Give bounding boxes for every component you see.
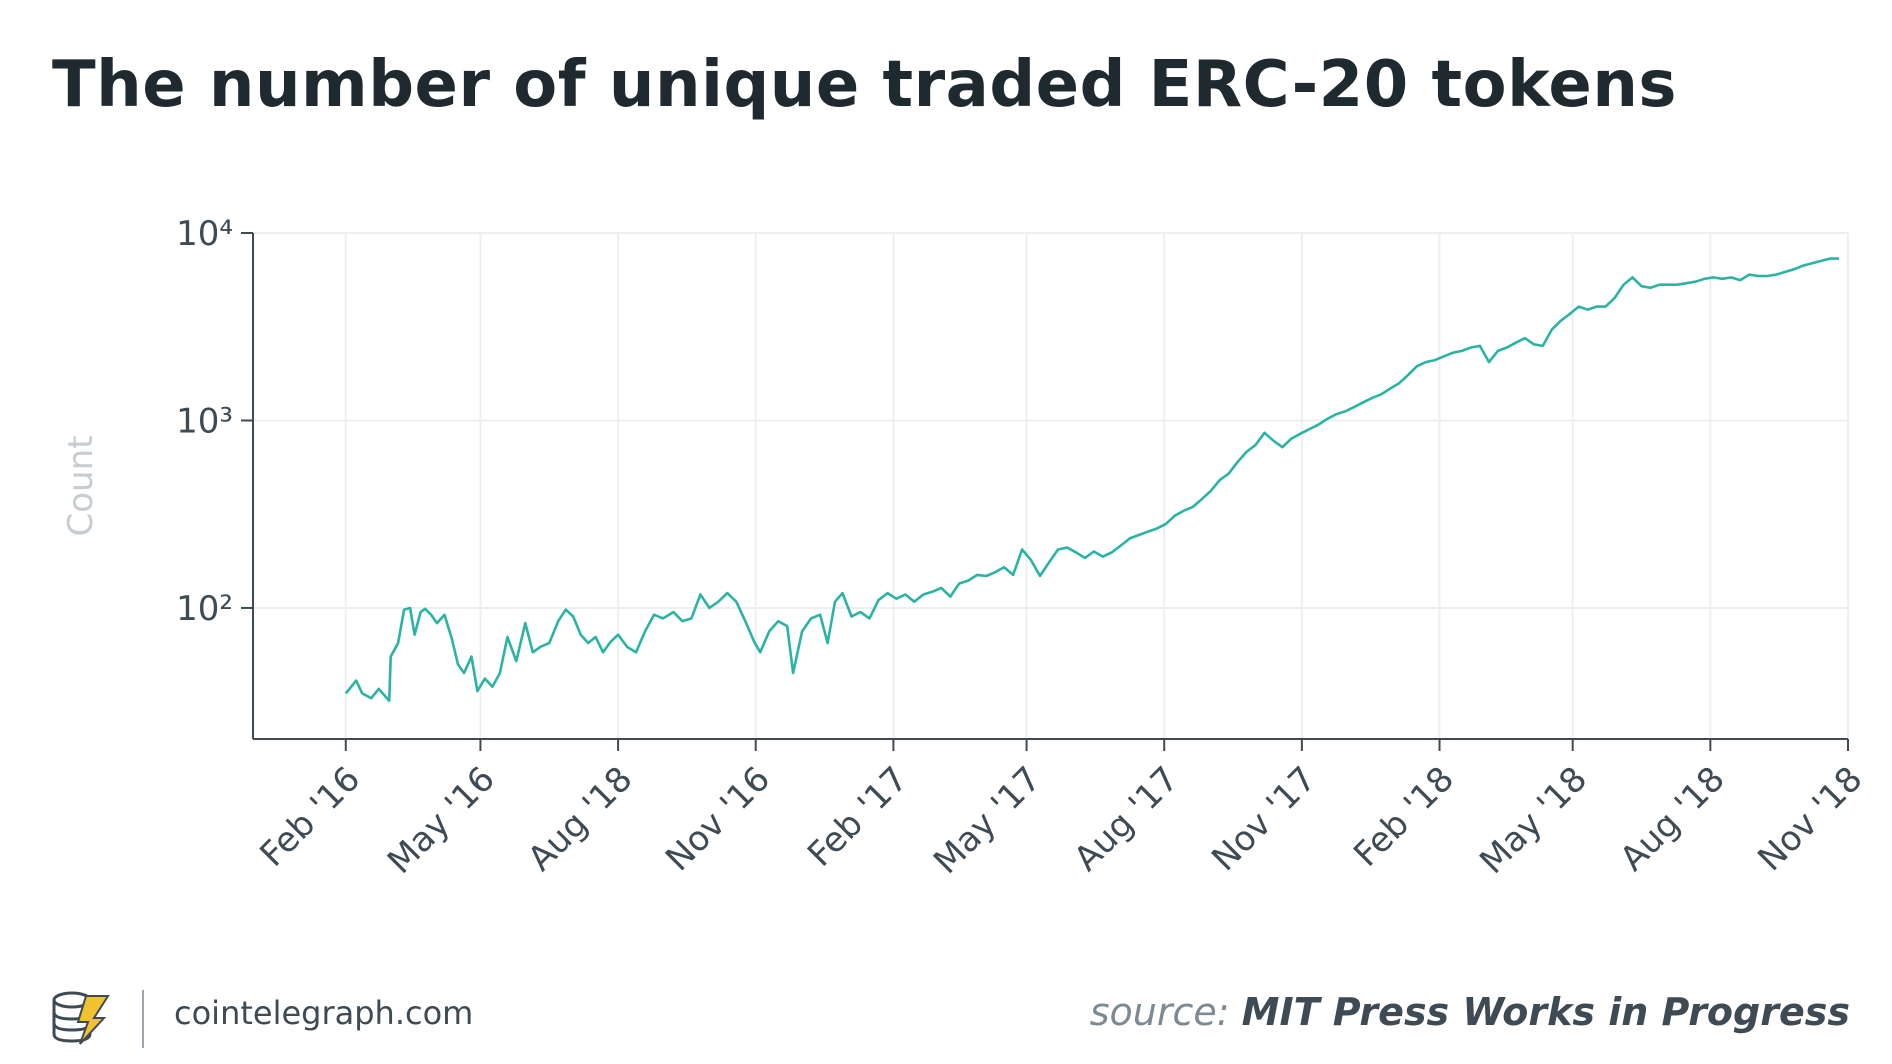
- y-tick-label: 10⁴: [176, 214, 233, 254]
- x-tick-label: Feb '18: [1346, 759, 1462, 875]
- x-tick-label: May '18: [1472, 759, 1595, 882]
- chart-title: The number of unique traded ERC-20 token…: [52, 48, 1677, 122]
- y-ticks: 10² 10³ 10⁴: [176, 214, 253, 629]
- x-tick-label: Aug '18: [1613, 759, 1733, 879]
- x-tick-label: Nov '16: [658, 759, 778, 879]
- cointelegraph-logo-icon: [50, 990, 112, 1046]
- x-tick-label: May '17: [926, 759, 1049, 882]
- grid: [253, 232, 1849, 739]
- footer-source: source: MIT Press Works in Progress: [1090, 990, 1850, 1034]
- source-name: MIT Press Works in Progress: [1241, 990, 1850, 1034]
- x-tick-label: Nov '17: [1204, 759, 1324, 879]
- x-tick-label: Nov '18: [1750, 759, 1870, 879]
- x-tick-label: Aug '17: [1067, 759, 1187, 879]
- axes: [252, 233, 1848, 740]
- x-tick-label: May '16: [380, 759, 503, 882]
- y-tick-label: 10³: [176, 401, 233, 441]
- series-line: [344, 257, 1839, 702]
- source-prefix: source:: [1089, 990, 1230, 1034]
- x-tick-label: Feb '16: [252, 759, 368, 875]
- footer-divider: [142, 990, 144, 1048]
- y-axis-title: Count: [61, 436, 101, 537]
- x-tick-label: Aug '18: [520, 759, 640, 879]
- footer-site: cointelegraph.com: [174, 994, 474, 1032]
- x-tick-label: Feb '17: [800, 759, 916, 875]
- y-tick-label: 10²: [176, 589, 233, 629]
- x-ticks: Feb '16 May '16 Aug '18 Nov '16 Feb '17 May '…: [252, 739, 1870, 882]
